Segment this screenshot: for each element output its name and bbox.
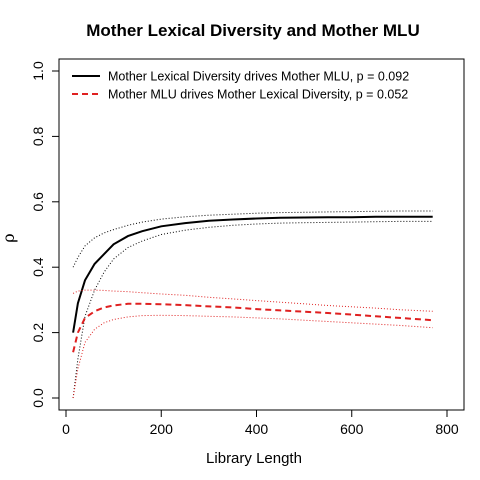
x-tick-label: 800 (435, 421, 459, 437)
y-tick-label: 0.2 (30, 323, 46, 343)
y-tick-label: 0.8 (30, 126, 46, 146)
x-tick-label: 600 (340, 421, 364, 437)
y-axis-label: ρ (0, 233, 18, 242)
x-axis: 0 200 400 600 800 (62, 410, 459, 437)
x-tick-label: 0 (62, 421, 70, 437)
chart-title: Mother Lexical Diversity and Mother MLU (86, 21, 419, 40)
y-tick-label: 1.0 (30, 61, 46, 81)
series-2 (72, 289, 433, 399)
series-2-lower-bound (72, 314, 433, 399)
x-axis-label: Library Length (206, 450, 302, 467)
plot-box (58, 58, 465, 411)
x-tick-label: 200 (150, 421, 174, 437)
x-tick-label: 400 (245, 421, 269, 437)
series-2-upper-bound (72, 289, 433, 312)
series-2-line (72, 302, 433, 353)
legend-entry-2: Mother MLU drives Mother Lexical Diversi… (108, 88, 408, 102)
y-axis: 0.0 0.2 0.4 0.6 0.8 1.0 (30, 61, 59, 408)
plot-area (72, 210, 433, 399)
y-tick-label: 0.0 (30, 388, 46, 408)
y-tick-label: 0.4 (30, 257, 46, 277)
series-1 (72, 210, 433, 399)
y-tick-label: 0.6 (30, 192, 46, 212)
series-1-line (72, 215, 433, 333)
legend-entry-1: Mother Lexical Diversity drives Mother M… (108, 70, 409, 84)
series-1-lower-bound (72, 220, 433, 399)
legend: Mother Lexical Diversity drives Mother M… (72, 70, 409, 102)
